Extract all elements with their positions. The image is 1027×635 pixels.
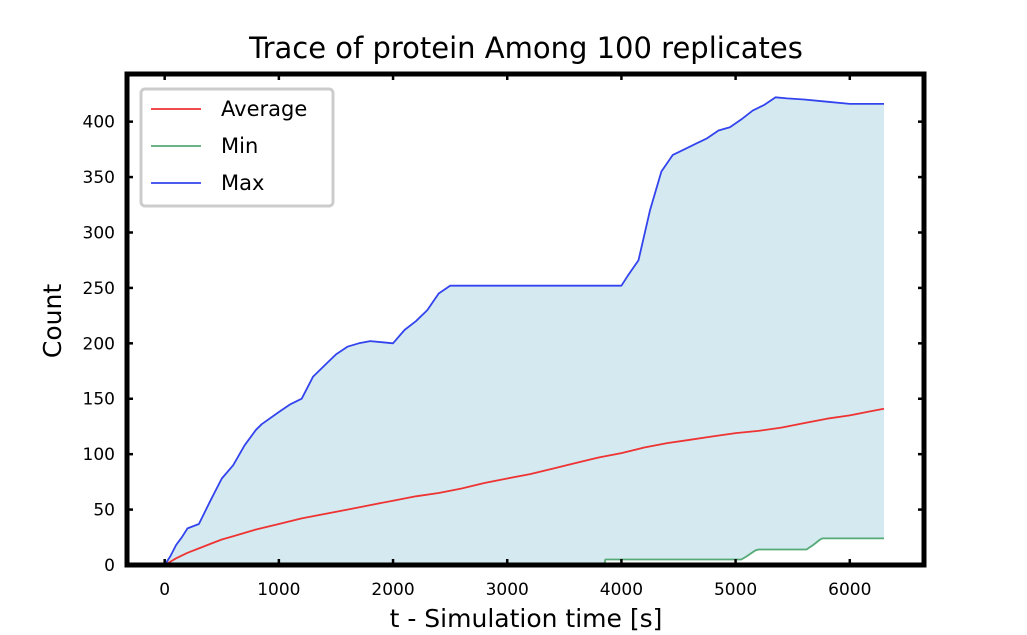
x-tick-label: 4000 [600,580,643,600]
chart-title: Trace of protein Among 100 replicates [248,31,803,65]
y-tick-label: 350 [83,168,115,188]
y-tick-label: 250 [83,279,115,299]
x-tick-label: 5000 [714,580,757,600]
x-tick-label: 2000 [371,580,414,600]
plot-frame [124,71,927,568]
series-line-max [163,96,884,566]
y-tick-label: 50 [93,501,115,521]
y-tick-label: 400 [83,113,115,133]
x-tick-label: 0 [159,580,170,600]
y-tick-label: 300 [83,223,115,243]
y-tick-label: 100 [83,445,115,465]
y-tick-label: 0 [104,556,115,576]
x-tick-label: 1000 [257,580,300,600]
axis-ticks: 0 1000 2000 3000 4000 5000 6000 0 50 100 150 200 250… [83,74,924,600]
series-line-average [164,407,885,566]
min-max-fill-area [164,97,884,566]
x-tick-label: 3000 [486,580,529,600]
legend-label-average: Average [221,97,307,121]
plot-area [163,96,885,566]
y-tick-label: 200 [83,334,115,354]
legend-box [139,87,335,208]
y-axis-label: Count [38,284,67,358]
x-axis-label: t - Simulation time [s] [390,604,663,633]
legend: Average Min Max [139,87,335,208]
y-tick-label: 150 [83,390,115,410]
series-line-min [164,537,884,566]
legend-label-max: Max [221,171,264,195]
legend-label-min: Min [221,134,258,158]
x-tick-label: 6000 [828,580,871,600]
